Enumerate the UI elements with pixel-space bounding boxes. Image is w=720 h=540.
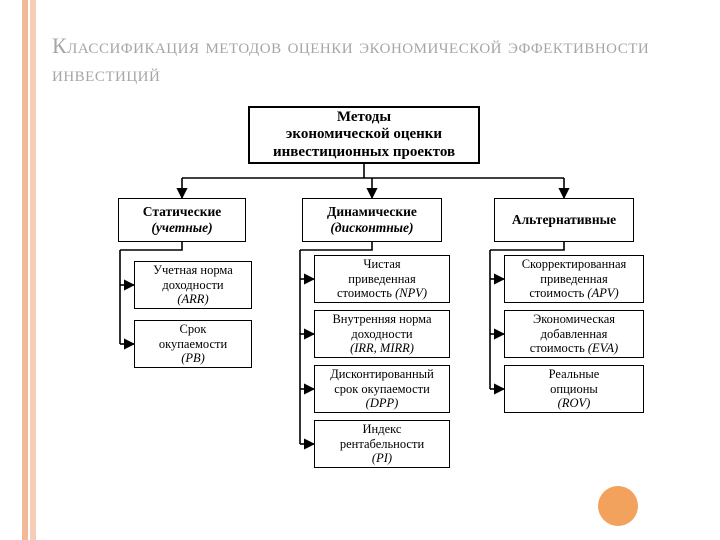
leaf-static-0-label: Учетная нормадоходности(ARR) [153, 263, 233, 306]
leaf-static-0: Учетная нормадоходности(ARR) [134, 261, 252, 309]
slide: Классификация методов оценки экономическ… [0, 0, 720, 540]
root-node-label: Методыэкономической оценкиинвестиционных… [273, 109, 455, 161]
accent-circle-icon [598, 486, 638, 526]
leaf-alt-0-label: Скорректированнаяприведеннаястоимость (A… [522, 257, 627, 300]
leaf-dynamic-3: Индексрентабельности(PI) [314, 420, 450, 468]
leaf-dynamic-2: Дисконтированныйсрок окупаемости(DPP) [314, 365, 450, 413]
accent-stripe-2 [30, 0, 36, 540]
leaf-alt-1: Экономическаядобавленнаястоимость (EVA) [504, 310, 644, 358]
leaf-dynamic-1-label: Внутренняя нормадоходности(IRR, MIRR) [332, 312, 431, 355]
branch-dynamic-label: Динамические(дисконтные) [327, 204, 417, 235]
branch-alt: Альтернативные [494, 198, 634, 242]
branch-static: Статические(учетные) [118, 198, 246, 242]
root-node: Методыэкономической оценкиинвестиционных… [248, 106, 480, 164]
leaf-static-1: Срококупаемости(PB) [134, 320, 252, 368]
leaf-dynamic-1: Внутренняя нормадоходности(IRR, MIRR) [314, 310, 450, 358]
page-title: Классификация методов оценки экономическ… [52, 32, 680, 87]
leaf-dynamic-2-label: Дисконтированныйсрок окупаемости(DPP) [330, 367, 434, 410]
leaf-alt-0: Скорректированнаяприведеннаястоимость (A… [504, 255, 644, 303]
leaf-alt-1-label: Экономическаядобавленнаястоимость (EVA) [530, 312, 618, 355]
leaf-dynamic-0: Чистаяприведеннаястоимость (NPV) [314, 255, 450, 303]
accent-stripe-1 [22, 0, 28, 540]
leaf-alt-2: Реальныеопционы(ROV) [504, 365, 644, 413]
leaf-alt-2-label: Реальныеопционы(ROV) [549, 367, 600, 410]
leaf-static-1-label: Срококупаемости(PB) [159, 322, 227, 365]
branch-static-label: Статические(учетные) [143, 204, 222, 235]
leaf-dynamic-3-label: Индексрентабельности(PI) [340, 422, 424, 465]
branch-dynamic: Динамические(дисконтные) [302, 198, 442, 242]
leaf-dynamic-0-label: Чистаяприведеннаястоимость (NPV) [337, 257, 427, 300]
branch-alt-label: Альтернативные [512, 212, 616, 228]
